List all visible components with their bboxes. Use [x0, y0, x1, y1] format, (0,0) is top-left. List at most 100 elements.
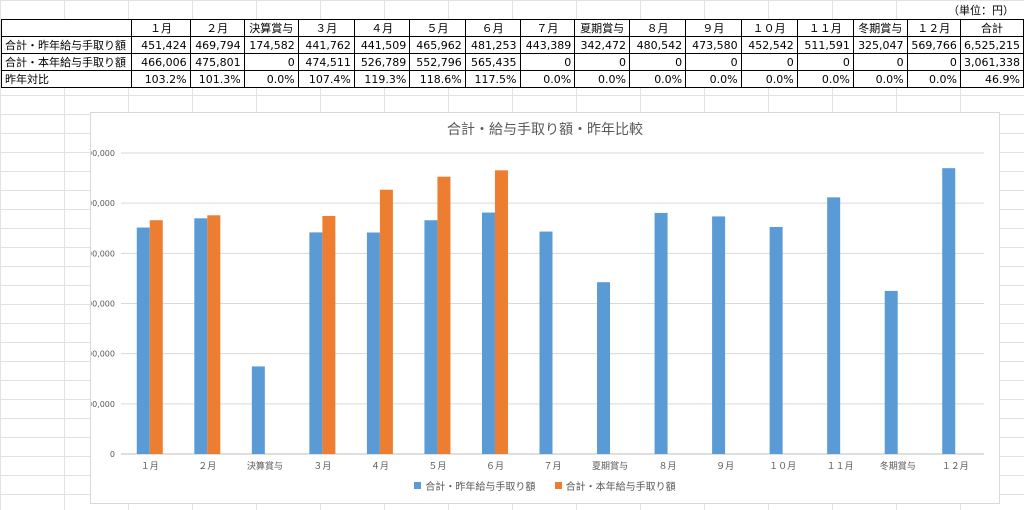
table-cell[interactable]: 481,253 — [464, 36, 521, 54]
table-cell[interactable]: 0.0% — [906, 70, 961, 88]
x-tick-label: ６月 — [486, 461, 504, 472]
x-tick-label: ３月 — [313, 461, 331, 472]
table-cell[interactable]: 3,061,338 — [959, 53, 1024, 71]
table-cell[interactable]: 174,582 — [243, 36, 299, 54]
column-header[interactable]: ５月 — [409, 19, 466, 37]
column-header[interactable]: 夏期賞与 — [574, 19, 630, 37]
column-header[interactable]: ４月 — [353, 19, 411, 37]
table-cell[interactable]: 0.0% — [628, 70, 687, 88]
table-cell[interactable]: 0 — [906, 53, 961, 71]
bar-last-year — [424, 220, 438, 454]
table-cell[interactable]: 0 — [519, 53, 576, 71]
column-header[interactable]: 合計 — [959, 19, 1024, 37]
table-cell[interactable]: 0 — [243, 53, 299, 71]
column-header[interactable]: １２月 — [906, 19, 961, 37]
table-cell[interactable]: 480,542 — [628, 36, 687, 54]
table-row: 昨年対比 103.2% 101.3% 0.0% 107.4% 119.3% 118.6% 11… — [0, 70, 1024, 88]
x-tick-label: ４月 — [371, 461, 389, 472]
column-header[interactable]: ６月 — [464, 19, 521, 37]
column-header[interactable]: １０月 — [740, 19, 798, 37]
legend-label-last-year: 合計・昨年給与手取り額 — [425, 482, 536, 493]
x-tick-label: １月 — [141, 461, 159, 472]
chart-title: 合計・給与手取り額・昨年比較 — [447, 122, 643, 138]
table-cell[interactable]: 569,766 — [906, 36, 961, 54]
y-tick-label: 400,000 — [91, 249, 115, 258]
table-cell[interactable]: 46.9% — [959, 70, 1024, 88]
table-cell[interactable]: 0 — [796, 53, 854, 71]
table-cell[interactable]: 0.0% — [519, 70, 576, 88]
bar-last-year — [194, 218, 208, 454]
table-cell[interactable]: 565,435 — [464, 53, 521, 71]
bar-last-year — [884, 290, 898, 454]
bar-this-year — [379, 189, 393, 454]
table-cell[interactable]: 466,006 — [131, 53, 191, 71]
table-cell[interactable]: 526,789 — [353, 53, 411, 71]
header-blank-cell[interactable] — [0, 19, 133, 37]
table-cell[interactable]: 107.4% — [297, 70, 355, 88]
table-cell[interactable]: 0 — [740, 53, 798, 71]
table-cell[interactable]: 0.0% — [740, 70, 798, 88]
column-header[interactable]: １１月 — [796, 19, 854, 37]
column-header[interactable]: 冬期賞与 — [852, 19, 908, 37]
table-cell[interactable]: 511,591 — [796, 36, 854, 54]
table-cell[interactable]: 6,525,215 — [959, 36, 1024, 54]
column-header[interactable]: １月 — [131, 19, 191, 37]
x-tick-label: 夏期賞与 — [592, 460, 628, 472]
table-cell[interactable]: 0.0% — [852, 70, 908, 88]
table-cell[interactable]: 0.0% — [243, 70, 299, 88]
table-cell[interactable]: 0.0% — [685, 70, 742, 88]
table-cell[interactable]: 0.0% — [796, 70, 854, 88]
x-tick-label: ９月 — [716, 461, 734, 472]
chart-area[interactable]: 合計・給与手取り額・昨年比較 0 100,000 200,000 300,000 400… — [90, 112, 1000, 504]
column-header[interactable]: ８月 — [628, 19, 687, 37]
table-cell[interactable]: 0 — [628, 53, 687, 71]
table-cell[interactable]: 465,962 — [409, 36, 466, 54]
table-cell[interactable]: 117.5% — [464, 70, 521, 88]
table-row: 合計・昨年給与手取り額 451,424 469,794 174,582 441,762 4… — [0, 36, 1024, 54]
column-header[interactable]: ９月 — [685, 19, 742, 37]
column-header[interactable]: ２月 — [189, 19, 245, 37]
bar-last-year — [597, 282, 611, 454]
legend-label-this-year: 合計・本年給与手取り額 — [565, 482, 676, 493]
table-cell[interactable]: 0 — [685, 53, 742, 71]
table-cell[interactable]: 119.3% — [353, 70, 411, 88]
table-cell[interactable]: 103.2% — [131, 70, 191, 88]
x-tick-label: 冬期賞与 — [880, 460, 916, 472]
table-cell[interactable]: 101.3% — [189, 70, 245, 88]
legend-item-last-year: 合計・昨年給与手取り額 — [414, 478, 535, 493]
table-cell[interactable]: 474,511 — [297, 53, 355, 71]
table-cell[interactable]: 0 — [852, 53, 908, 71]
bar-this-year — [149, 220, 163, 454]
table-cell[interactable]: 552,796 — [409, 53, 466, 71]
legend-swatch-last-year — [414, 482, 422, 489]
table-cell[interactable]: 452,542 — [740, 36, 798, 54]
table-cell[interactable]: 118.6% — [409, 70, 466, 88]
table-cell[interactable]: 441,509 — [353, 36, 411, 54]
x-tick-label: ２月 — [198, 461, 216, 472]
table-cell[interactable]: 325,047 — [852, 36, 908, 54]
bar-last-year — [769, 226, 783, 454]
row-label[interactable]: 昨年対比 — [0, 70, 133, 88]
table-cell[interactable]: 0 — [574, 53, 630, 71]
column-header[interactable]: ７月 — [519, 19, 576, 37]
bar-last-year — [309, 232, 323, 454]
bar-chart: 0 100,000 200,000 300,000 400,000 500,000 600,… — [91, 149, 984, 472]
bar-last-year — [136, 227, 150, 454]
row-label[interactable]: 合計・昨年給与手取り額 — [0, 36, 133, 54]
y-tick-label: 100,000 — [91, 400, 115, 409]
table-cell[interactable]: 451,424 — [131, 36, 191, 54]
table-cell[interactable]: 473,580 — [685, 36, 742, 54]
data-table: １月 ２月 決算賞与 ３月 ４月 ５月 ６月 ７月 夏期賞与 ８月 ９月 １０月 １１月 冬期賞与 １２月合… — [0, 19, 1024, 88]
x-tick-label: 決算賞与 — [247, 460, 283, 472]
column-header[interactable]: 決算賞与 — [243, 19, 299, 37]
row-label[interactable]: 合計・本年給与手取り額 — [0, 53, 133, 71]
bar-last-year — [712, 216, 726, 454]
column-header[interactable]: ３月 — [297, 19, 355, 37]
table-cell[interactable]: 469,794 — [189, 36, 245, 54]
table-cell[interactable]: 342,472 — [574, 36, 630, 54]
table-cell[interactable]: 441,762 — [297, 36, 355, 54]
table-cell[interactable]: 475,801 — [189, 53, 245, 71]
table-cell[interactable]: 443,389 — [519, 36, 576, 54]
table-cell[interactable]: 0.0% — [574, 70, 630, 88]
bar-last-year — [251, 366, 265, 454]
